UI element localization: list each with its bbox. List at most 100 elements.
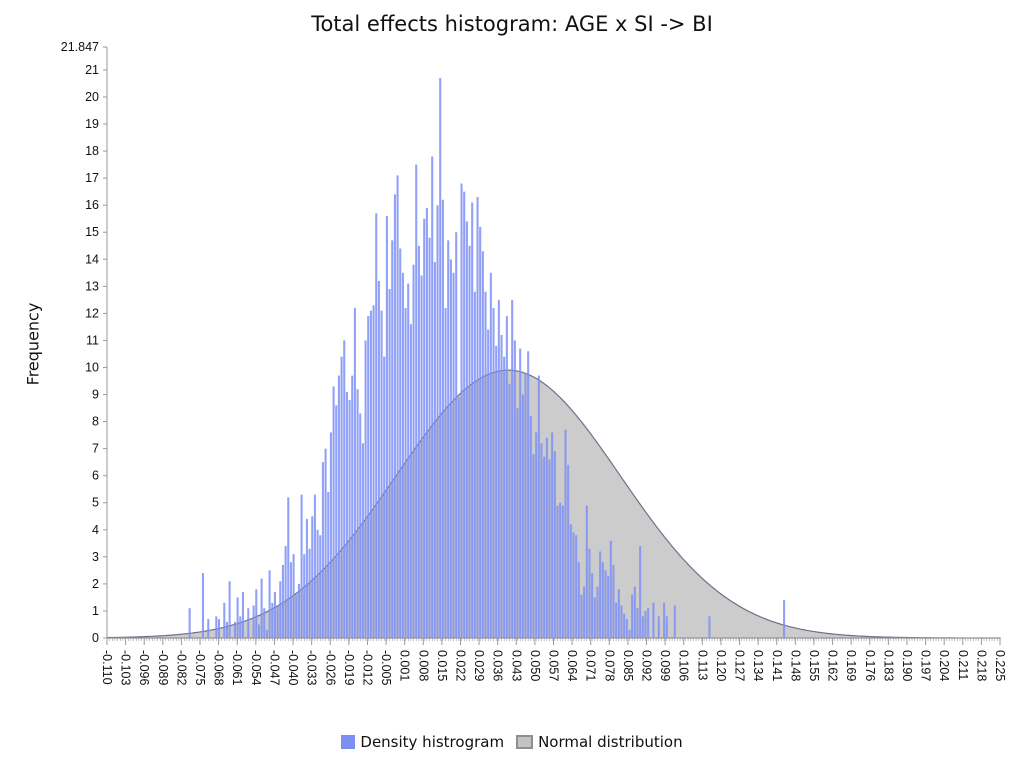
histogram-bar[interactable]: [455, 232, 458, 638]
histogram-bar[interactable]: [447, 240, 450, 638]
histogram-bar[interactable]: [497, 299, 500, 638]
histogram-bar[interactable]: [532, 454, 535, 638]
histogram-bar[interactable]: [217, 619, 220, 638]
histogram-bar[interactable]: [527, 351, 530, 638]
histogram-bar[interactable]: [396, 175, 399, 638]
histogram-bar[interactable]: [508, 383, 511, 638]
histogram-bar[interactable]: [665, 616, 668, 638]
histogram-bar[interactable]: [407, 283, 410, 638]
histogram-bar[interactable]: [289, 562, 292, 638]
histogram-bar[interactable]: [708, 616, 711, 638]
histogram-bar[interactable]: [564, 429, 567, 638]
histogram-bar[interactable]: [308, 548, 311, 638]
histogram-bar[interactable]: [260, 578, 263, 638]
histogram-bar[interactable]: [511, 299, 514, 638]
histogram-bar[interactable]: [316, 529, 319, 638]
histogram-bar[interactable]: [575, 535, 578, 638]
histogram-bar[interactable]: [377, 280, 380, 638]
histogram-bar[interactable]: [489, 272, 492, 638]
histogram-bar[interactable]: [225, 621, 228, 638]
histogram-bar[interactable]: [481, 251, 484, 638]
histogram-bar[interactable]: [540, 443, 543, 638]
histogram-bar[interactable]: [591, 573, 594, 638]
histogram-bar[interactable]: [479, 226, 482, 638]
histogram-bar[interactable]: [404, 307, 407, 638]
histogram-bar[interactable]: [431, 156, 434, 639]
histogram-bar[interactable]: [255, 589, 258, 638]
histogram-bar[interactable]: [399, 248, 402, 638]
histogram-bar[interactable]: [457, 397, 460, 638]
histogram-bar[interactable]: [201, 573, 204, 638]
histogram-bar[interactable]: [412, 264, 415, 638]
histogram-bar[interactable]: [343, 340, 346, 638]
histogram-bar[interactable]: [273, 592, 276, 638]
histogram-bar[interactable]: [657, 616, 660, 638]
histogram-bar[interactable]: [223, 602, 226, 638]
histogram-bar[interactable]: [364, 340, 367, 638]
histogram-bar[interactable]: [521, 394, 524, 638]
histogram-bar[interactable]: [311, 516, 314, 638]
histogram-bar[interactable]: [287, 497, 290, 638]
histogram-bar[interactable]: [553, 451, 556, 638]
histogram-bar[interactable]: [436, 205, 439, 639]
histogram-bar[interactable]: [609, 540, 612, 638]
histogram-bar[interactable]: [599, 551, 602, 638]
histogram-bar[interactable]: [468, 245, 471, 638]
histogram-bar[interactable]: [279, 581, 282, 638]
histogram-bar[interactable]: [281, 564, 284, 638]
histogram-bar[interactable]: [401, 272, 404, 638]
histogram-bar[interactable]: [783, 600, 786, 638]
histogram-bar[interactable]: [612, 564, 615, 638]
histogram-bar[interactable]: [252, 605, 255, 638]
histogram-bar[interactable]: [604, 570, 607, 638]
histogram-bar[interactable]: [465, 221, 468, 638]
histogram-bar[interactable]: [636, 608, 639, 638]
histogram-bar[interactable]: [441, 199, 444, 638]
histogram-bar[interactable]: [471, 202, 474, 638]
histogram-bar[interactable]: [268, 570, 271, 638]
histogram-bar[interactable]: [417, 245, 420, 638]
histogram-bar[interactable]: [607, 575, 610, 638]
histogram-bar[interactable]: [369, 310, 372, 638]
histogram-bar[interactable]: [292, 554, 295, 638]
histogram-bar[interactable]: [537, 375, 540, 638]
histogram-bar[interactable]: [631, 594, 634, 638]
histogram-bar[interactable]: [559, 502, 562, 638]
histogram-bar[interactable]: [529, 416, 532, 638]
histogram-bar[interactable]: [663, 602, 666, 638]
histogram-bar[interactable]: [391, 240, 394, 638]
histogram-bar[interactable]: [295, 594, 298, 638]
histogram-bar[interactable]: [303, 554, 306, 638]
histogram-bar[interactable]: [233, 621, 236, 638]
histogram-bar[interactable]: [351, 375, 354, 638]
histogram-bar[interactable]: [257, 624, 260, 638]
histogram-bar[interactable]: [543, 456, 546, 638]
histogram-bar[interactable]: [633, 586, 636, 638]
histogram-bar[interactable]: [324, 448, 327, 638]
histogram-bar[interactable]: [335, 405, 338, 638]
histogram-bar[interactable]: [503, 356, 506, 638]
legend-item-normal[interactable]: Normal distribution: [516, 733, 683, 751]
histogram-bar[interactable]: [556, 505, 559, 638]
histogram-bar[interactable]: [383, 356, 386, 638]
histogram-bar[interactable]: [239, 616, 242, 638]
histogram-bar[interactable]: [647, 608, 650, 638]
histogram-bar[interactable]: [620, 605, 623, 638]
histogram-bar[interactable]: [519, 348, 522, 638]
histogram-bar[interactable]: [228, 581, 231, 638]
histogram-bar[interactable]: [551, 432, 554, 638]
histogram-bar[interactable]: [348, 399, 351, 638]
histogram-bar[interactable]: [409, 324, 412, 638]
histogram-bar[interactable]: [415, 164, 418, 638]
histogram-bar[interactable]: [332, 386, 335, 638]
histogram-bar[interactable]: [505, 316, 508, 638]
histogram-bar[interactable]: [617, 589, 620, 638]
histogram-bar[interactable]: [393, 194, 396, 638]
histogram-bar[interactable]: [652, 602, 655, 638]
histogram-bar[interactable]: [513, 340, 516, 638]
histogram-bar[interactable]: [449, 259, 452, 638]
histogram-bar[interactable]: [476, 197, 479, 638]
histogram-bar[interactable]: [628, 629, 631, 638]
histogram-bar[interactable]: [444, 307, 447, 638]
histogram-bar[interactable]: [420, 275, 423, 638]
